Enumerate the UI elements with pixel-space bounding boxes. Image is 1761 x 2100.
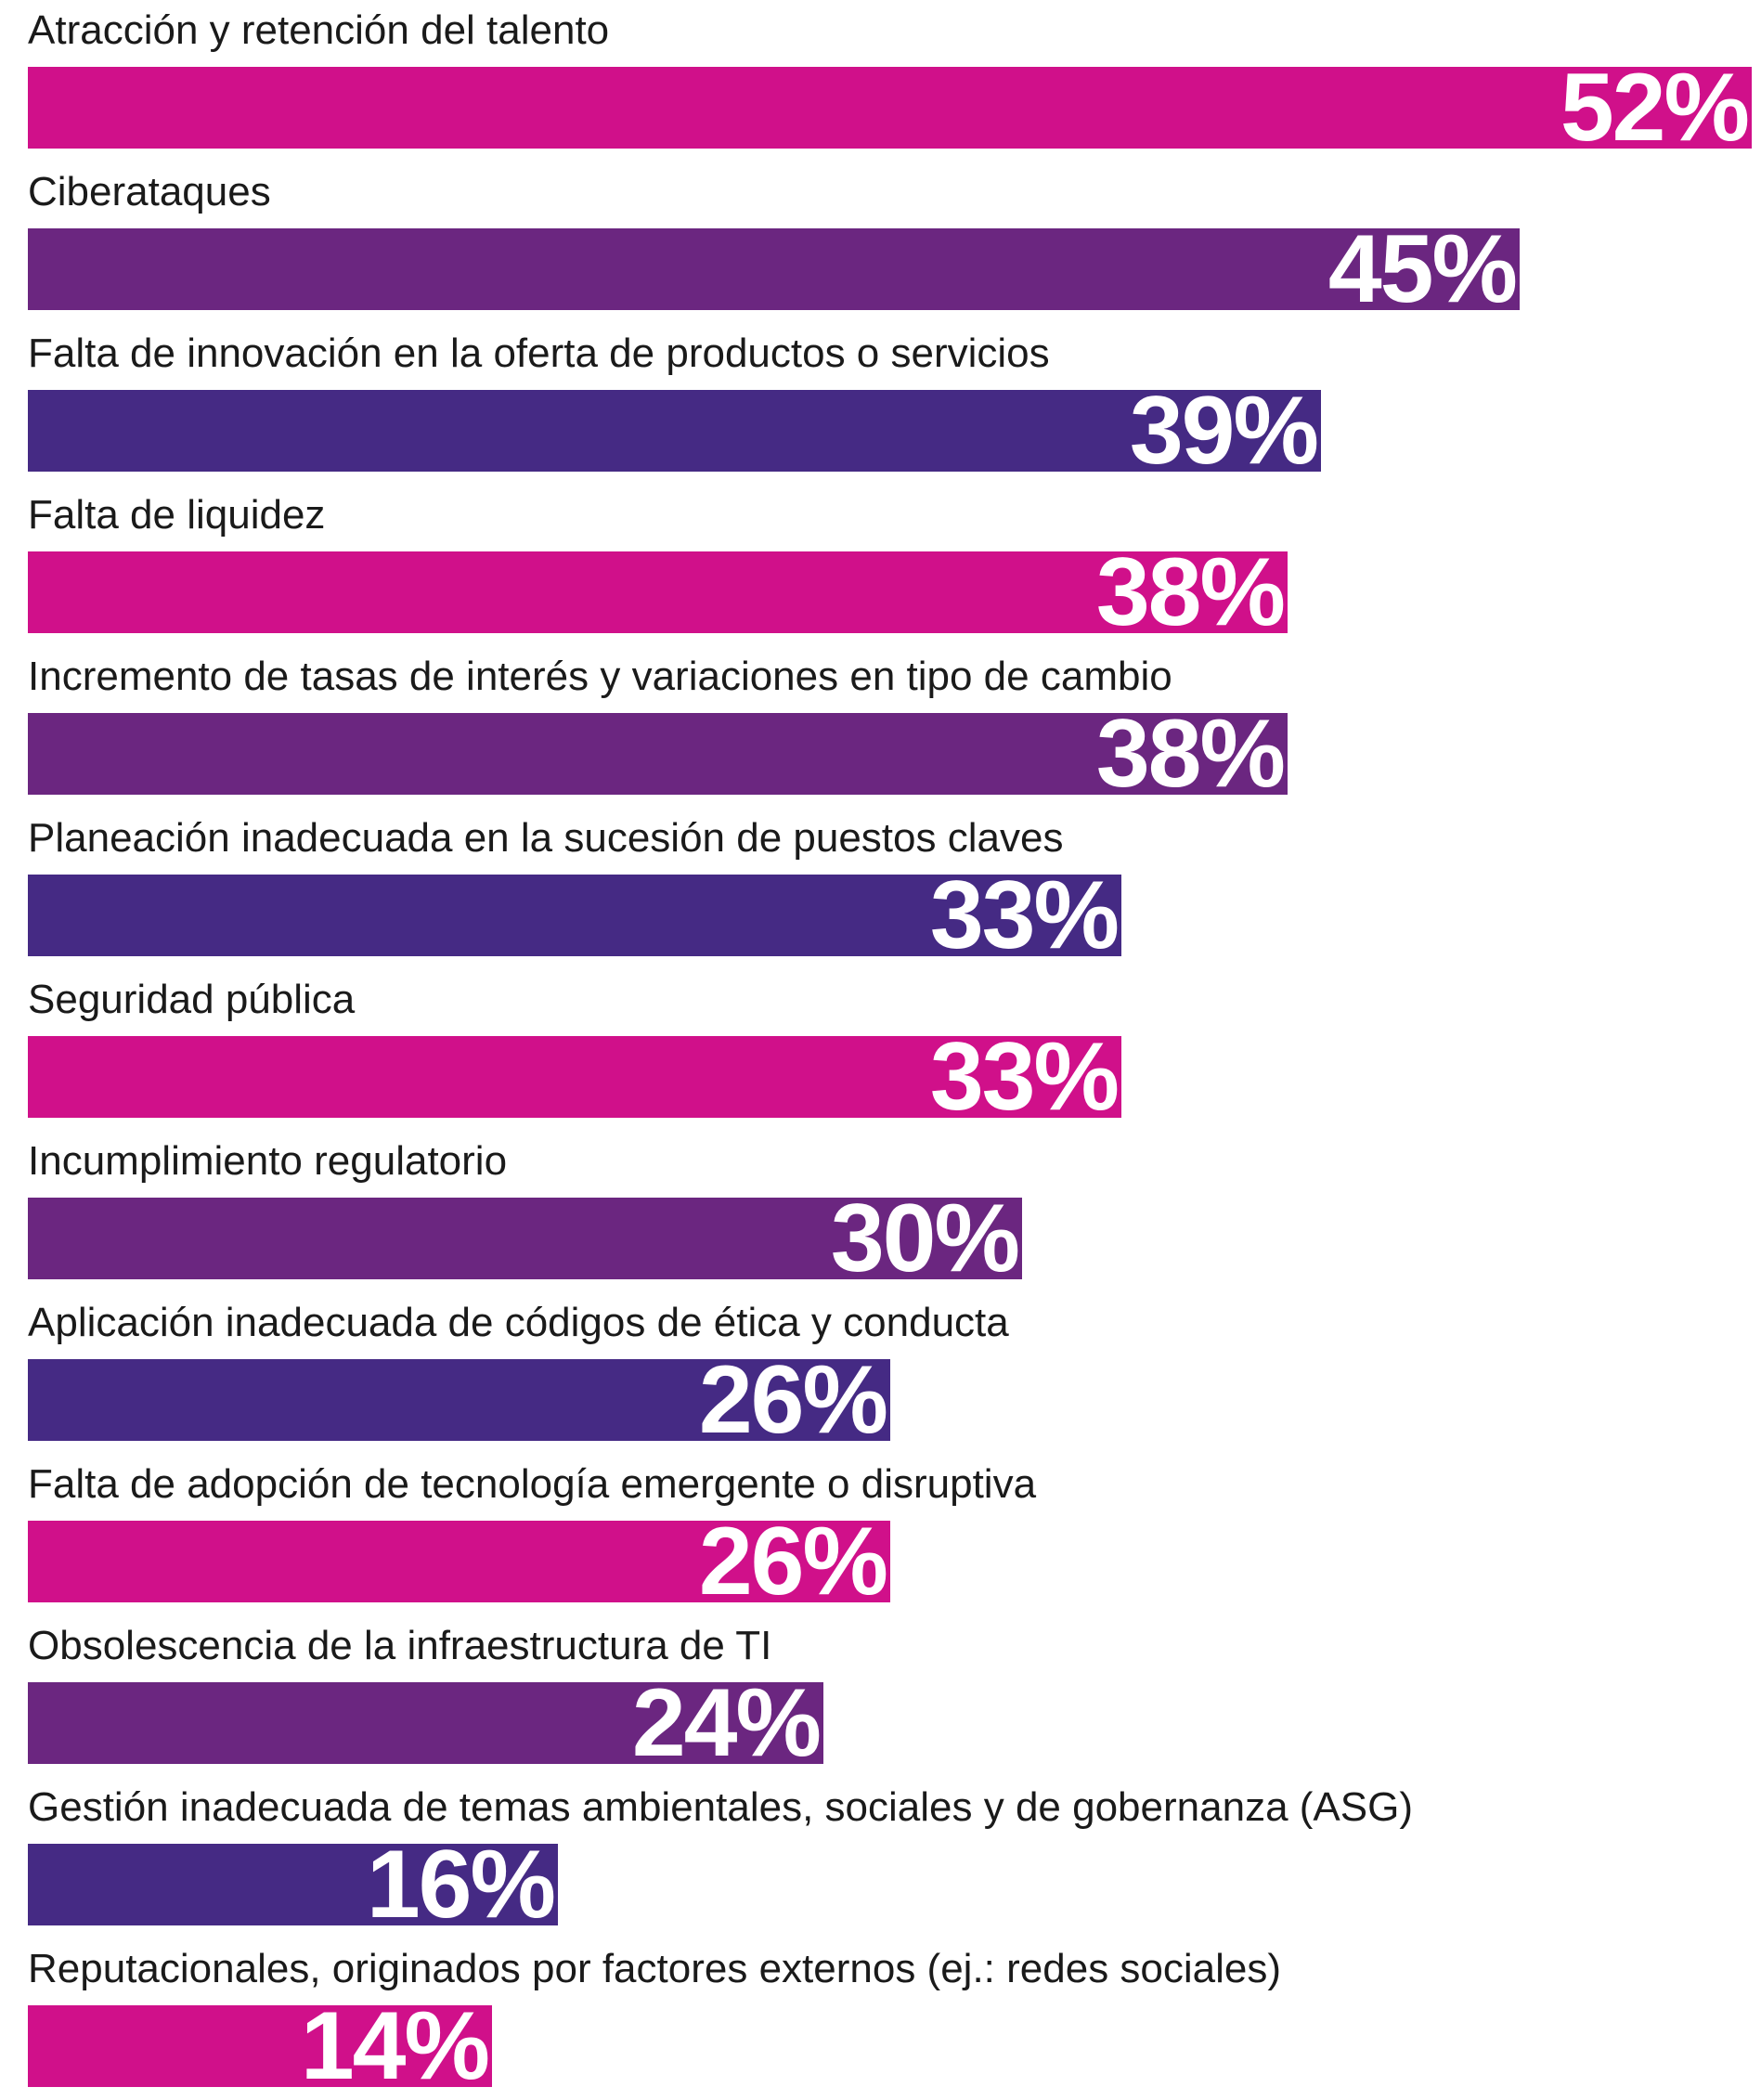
bar: 26%: [28, 1513, 890, 1610]
category-label: Falta de adopción de tecnología emergent…: [28, 1461, 1037, 1507]
bar: 33%: [28, 867, 1121, 964]
bar-value-label: 16%: [366, 1831, 556, 1938]
category-label: Planeación inadecuada en la sucesión de …: [28, 815, 1064, 861]
bar-value-label: 26%: [698, 1508, 888, 1615]
category-label: Atracción y retención del talento: [28, 7, 610, 53]
bar-value-label: 26%: [698, 1346, 888, 1454]
category-label: Seguridad pública: [28, 977, 356, 1022]
category-label: Falta de innovación en la oferta de prod…: [28, 331, 1050, 376]
bar-value-label: 52%: [1560, 54, 1750, 162]
category-label: Incremento de tasas de interés y variaci…: [28, 654, 1172, 699]
category-label: Gestión inadecuada de temas ambientales,…: [28, 1784, 1413, 1830]
bar-value-label: 38%: [1095, 700, 1286, 808]
bar-value-label: 30%: [830, 1185, 1020, 1292]
bar: 24%: [28, 1675, 823, 1771]
category-label: Obsolescencia de la infraestructura de T…: [28, 1623, 772, 1668]
category-label: Aplicación inadecuada de códigos de étic…: [28, 1300, 1009, 1345]
bar-value-label: 14%: [300, 1992, 490, 2100]
bar-value-label: 45%: [1327, 215, 1518, 323]
bar-value-label: 33%: [929, 1023, 1120, 1131]
bar: 45%: [28, 221, 1520, 318]
bar: 38%: [28, 544, 1288, 641]
bar-value-label: 33%: [929, 862, 1120, 969]
category-label: Ciberataques: [28, 169, 271, 214]
category-label: Falta de liquidez: [28, 492, 326, 538]
bar: 16%: [28, 1836, 558, 1933]
bar: 39%: [28, 382, 1321, 479]
bar: 33%: [28, 1029, 1121, 1125]
bar: 52%: [28, 59, 1752, 156]
bar-value-label: 24%: [631, 1669, 822, 1777]
bar: 26%: [28, 1352, 890, 1448]
bar: 38%: [28, 706, 1288, 802]
category-label: Incumplimiento regulatorio: [28, 1138, 508, 1184]
category-label: Reputacionales, originados por factores …: [28, 1946, 1282, 1991]
bar: 14%: [28, 1998, 492, 2094]
bar-value-label: 38%: [1095, 538, 1286, 646]
bar-value-label: 39%: [1129, 377, 1319, 485]
bar: 30%: [28, 1190, 1022, 1287]
